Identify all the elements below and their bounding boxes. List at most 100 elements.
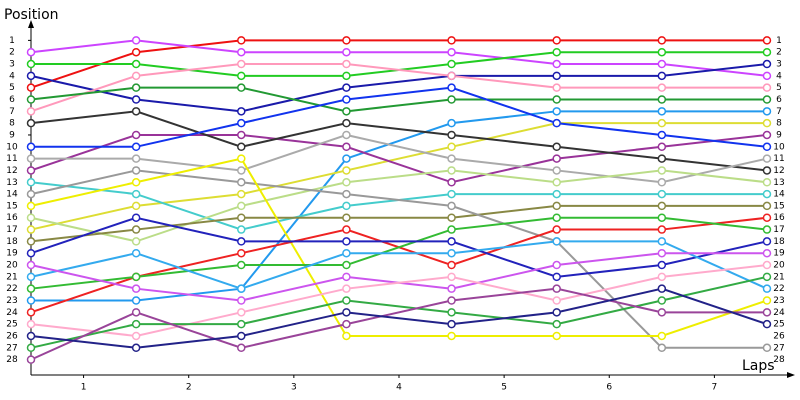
y-tick-label-right: 19: [773, 249, 785, 259]
point: [342, 296, 351, 305]
point: [342, 331, 351, 341]
point: [342, 308, 351, 317]
series-line: [30, 39, 768, 77]
point: [131, 308, 141, 317]
point: [237, 319, 246, 329]
point: [657, 130, 667, 140]
series-line: [30, 122, 767, 231]
point: [26, 272, 36, 282]
point: [237, 59, 246, 69]
y-tick-label: 18: [6, 237, 18, 247]
point: [552, 47, 561, 57]
point: [447, 83, 456, 92]
point: [342, 260, 351, 270]
y-tick-label: 7: [9, 107, 15, 117]
point: [762, 178, 772, 187]
point: [26, 225, 36, 234]
x-tick-label: 2: [186, 383, 192, 393]
point: [342, 272, 351, 282]
y-tick-label: 8: [9, 119, 15, 129]
point: [26, 189, 36, 199]
point: [131, 343, 141, 353]
point: [657, 237, 667, 246]
y-tick-label-right: 13: [773, 178, 784, 188]
point: [237, 154, 246, 163]
point: [552, 166, 561, 175]
y-tick-label-right: 8: [776, 119, 782, 129]
y-tick-label-right: 6: [776, 95, 782, 105]
point: [342, 83, 351, 92]
point: [762, 83, 772, 92]
point: [657, 166, 667, 175]
point: [762, 59, 772, 69]
point: [552, 36, 561, 45]
point: [552, 296, 561, 305]
point: [26, 59, 36, 69]
point: [552, 201, 561, 211]
point: [26, 178, 36, 187]
point: [26, 296, 36, 305]
point: [552, 107, 561, 116]
point: [26, 248, 36, 258]
point: [342, 178, 351, 187]
y-tick-label-right: 28: [773, 355, 785, 365]
y-tick-label: 6: [9, 95, 15, 105]
series-line: [30, 287, 767, 361]
point: [762, 248, 772, 258]
point: [131, 319, 141, 329]
y-tick-label-right: 1: [776, 36, 782, 46]
point: [657, 296, 667, 305]
point: [762, 36, 772, 45]
point: [657, 83, 667, 92]
series-line: [30, 169, 767, 349]
point: [26, 355, 36, 364]
point: [26, 107, 36, 116]
y-tick-label-right: 22: [773, 284, 784, 294]
point: [26, 118, 36, 128]
point: [657, 343, 667, 353]
point: [447, 36, 456, 45]
point: [552, 260, 561, 270]
y-tick-label: 15: [6, 201, 17, 211]
point: [26, 331, 36, 341]
point: [657, 154, 667, 163]
point: [342, 319, 351, 329]
y-tick-label-right: 17: [773, 225, 784, 235]
y-tick-label: 19: [6, 249, 18, 259]
point: [552, 71, 561, 81]
point: [342, 142, 351, 152]
point: [131, 71, 141, 81]
point: [26, 154, 36, 163]
y-tick-label-right: 18: [773, 237, 785, 247]
point: [552, 237, 561, 246]
point: [131, 59, 141, 69]
point: [26, 308, 36, 317]
point: [447, 142, 456, 152]
point: [762, 71, 772, 81]
y-tick-label: 10: [6, 142, 18, 152]
point: [237, 296, 246, 305]
point: [657, 272, 667, 282]
point: [447, 331, 456, 341]
point: [26, 142, 36, 152]
point: [237, 308, 246, 317]
y-tick-label: 4: [9, 71, 15, 81]
point: [762, 237, 772, 246]
y-tick-label: 20: [6, 261, 18, 271]
point: [762, 47, 772, 57]
point: [131, 225, 141, 234]
series-line: [30, 63, 768, 113]
point: [762, 272, 772, 282]
point: [552, 319, 561, 329]
point: [342, 189, 351, 199]
point: [342, 248, 351, 258]
point: [237, 130, 246, 140]
point: [552, 284, 561, 293]
x-arrow: [787, 372, 795, 378]
point: [131, 237, 141, 246]
point: [657, 59, 667, 69]
y-tick-label: 25: [6, 320, 17, 330]
point: [237, 248, 246, 258]
point: [131, 248, 141, 258]
point: [26, 83, 36, 92]
